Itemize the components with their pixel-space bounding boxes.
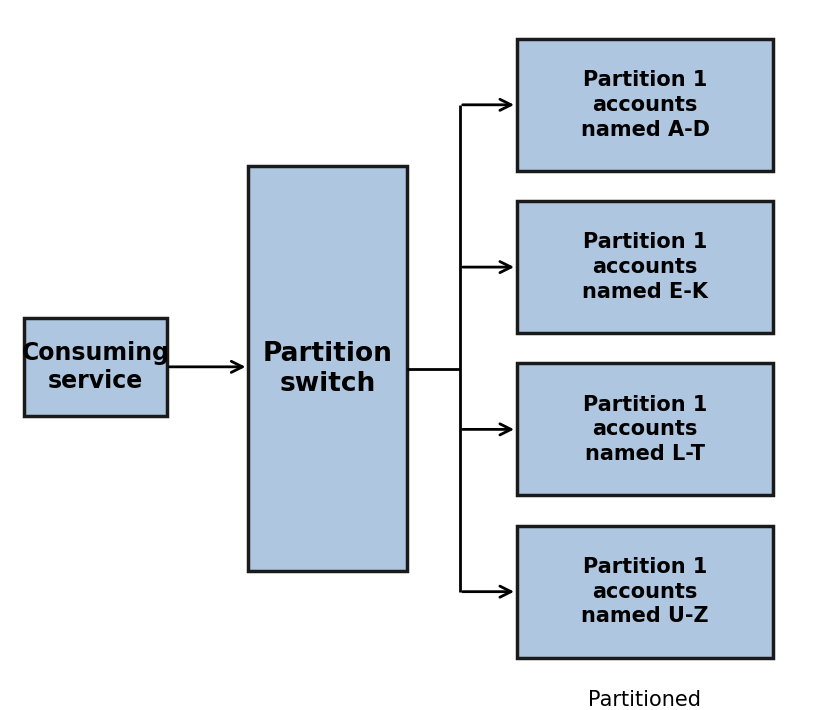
Bar <box>24 318 167 416</box>
Text: Partition 1
accounts
named E-K: Partition 1 accounts named E-K <box>582 232 708 302</box>
Text: Consuming
service: Consuming service <box>22 341 169 393</box>
Text: Partition 1
accounts
named A-D: Partition 1 accounts named A-D <box>580 70 710 140</box>
Bar <box>517 525 773 657</box>
Bar <box>517 39 773 170</box>
Bar <box>248 165 407 572</box>
Bar <box>517 364 773 496</box>
Text: Partition 1
accounts
named L-T: Partition 1 accounts named L-T <box>583 395 707 464</box>
Text: Partition
switch: Partition switch <box>263 341 392 396</box>
Text: Partitioned
databases: Partitioned databases <box>589 689 701 710</box>
Bar <box>517 201 773 333</box>
Text: Partition 1
accounts
named U-Z: Partition 1 accounts named U-Z <box>581 557 709 626</box>
